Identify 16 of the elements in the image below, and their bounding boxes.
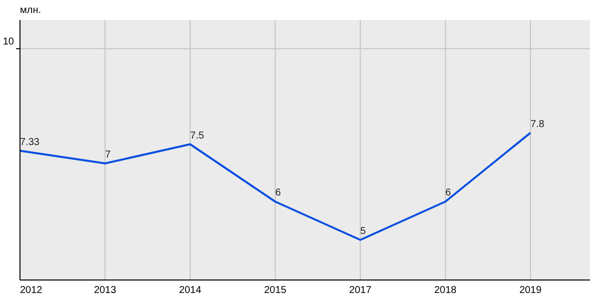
ref-line-label: 10 [2, 36, 14, 48]
data-label: 5 [360, 226, 366, 237]
data-label: 7.33 [20, 136, 40, 148]
data-label: 7.8 [530, 118, 545, 130]
x-tick-label: 2017 [349, 285, 372, 296]
data-label: 6 [445, 188, 452, 199]
text: млн. [20, 5, 42, 16]
x-tick-label: 2015 [264, 285, 287, 296]
data-label: 7.5 [190, 130, 204, 142]
x-tick-label: 2018 [434, 285, 457, 296]
x-tick-label: 2013 [94, 285, 117, 296]
x-tick-label: 2014 [179, 285, 202, 296]
data-label: 6 [275, 188, 282, 199]
x-tick-label: 2012 [20, 285, 43, 296]
data-label: 7 [105, 149, 112, 160]
x-tick-label: 2019 [519, 285, 542, 296]
